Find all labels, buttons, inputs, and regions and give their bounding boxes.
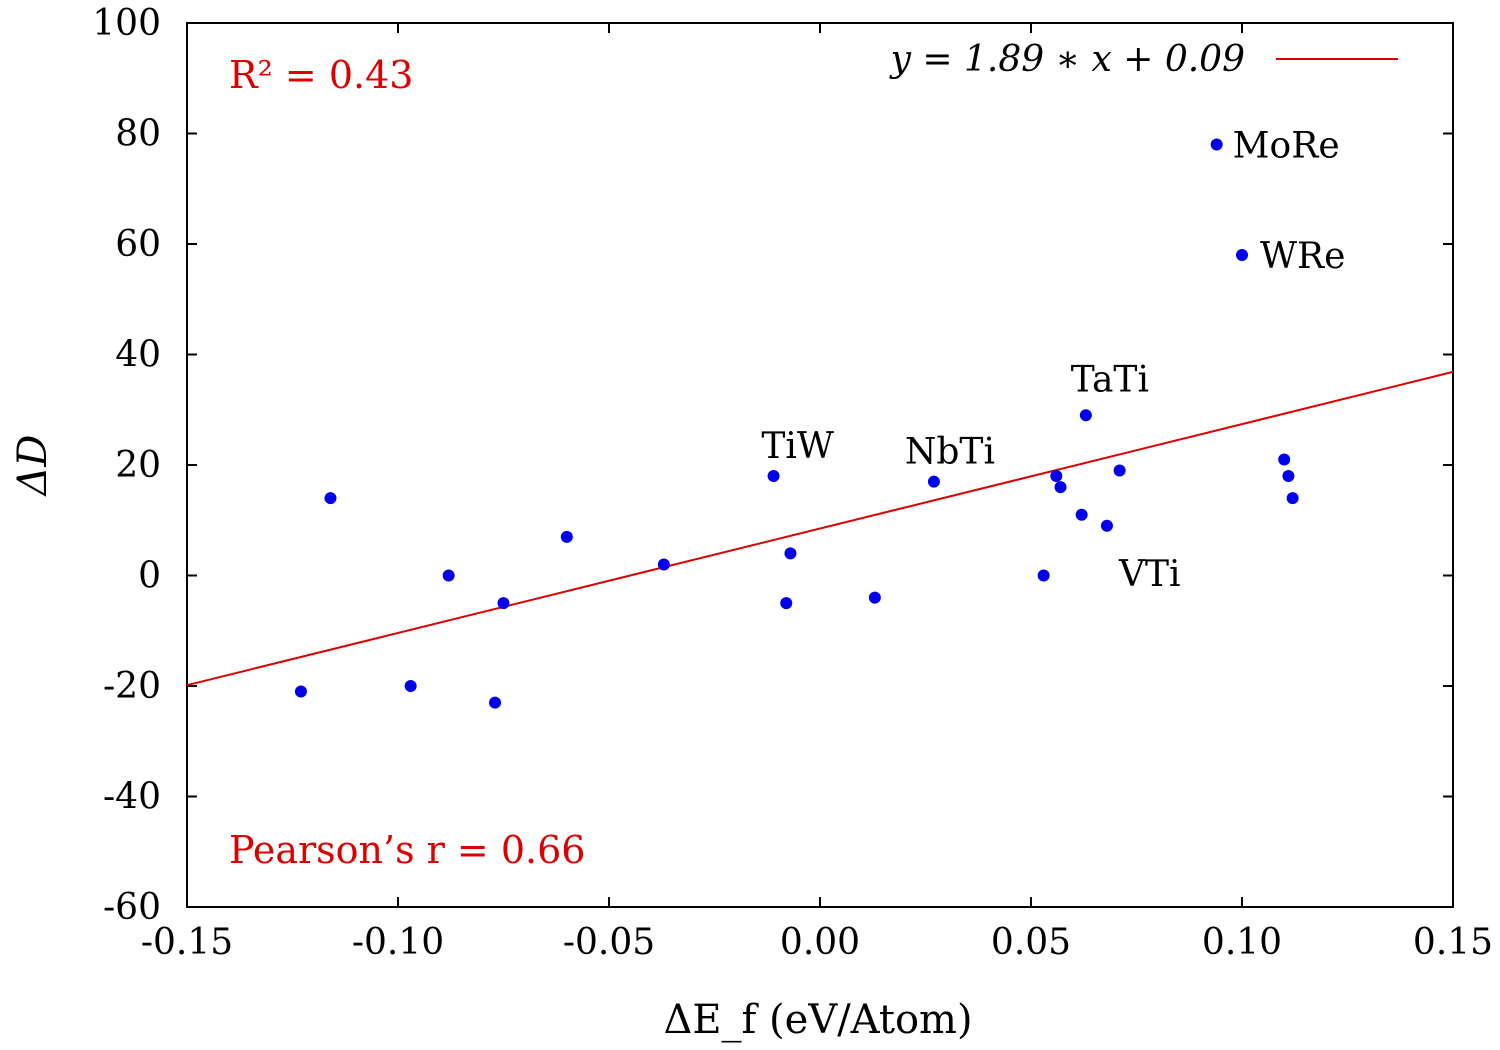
data-point	[324, 492, 337, 505]
data-point	[1079, 409, 1092, 422]
axis-ticks: -0.15 -0.10 -0.05 0.00 0.05 0.10 0.15 -60 -40 -20…	[92, 3, 1493, 963]
legend-fit-label: y = 1.89 ∗ x + 0.09	[889, 39, 1245, 80]
data-point	[1050, 470, 1063, 483]
data-point	[442, 569, 455, 582]
point-label: VTi	[1118, 554, 1181, 595]
point-label: MoRe	[1233, 126, 1340, 167]
x-tick-label: 0.15	[1413, 922, 1493, 963]
data-point	[1113, 464, 1126, 477]
data-point	[767, 470, 780, 483]
data-point	[1236, 249, 1248, 262]
data-point	[1054, 481, 1067, 494]
x-tick-label: -0.10	[352, 922, 444, 963]
y-tick-label: -40	[103, 777, 161, 818]
data-point	[1075, 508, 1088, 521]
data-point	[1037, 569, 1050, 582]
x-tick-label: 0.00	[780, 922, 860, 963]
data-point	[404, 680, 417, 692]
fit-line	[186, 370, 1454, 687]
data-point	[497, 597, 510, 610]
data-point	[1286, 492, 1299, 505]
y-tick-label: -20	[103, 666, 161, 707]
x-tick-label: -0.15	[141, 922, 233, 963]
point-label: WRe	[1260, 236, 1345, 277]
data-point	[1278, 453, 1291, 466]
data-point	[1210, 138, 1223, 151]
r-squared-annotation: R² = 0.43	[229, 53, 413, 97]
data-point	[780, 597, 793, 610]
fit-line-layer	[186, 370, 1454, 687]
point-labels: TiW NbTi TaTi VTi MoRe WRe	[761, 126, 1345, 595]
point-label: TiW	[761, 426, 834, 467]
data-point	[294, 685, 307, 698]
x-axis-title: ΔE_f (eV/Atom)	[663, 997, 972, 1043]
data-point	[1282, 470, 1295, 483]
pearson-annotation: Pearson’s r = 0.66	[229, 828, 585, 872]
y-axis-title: ΔD	[10, 435, 56, 498]
x-tick-label: -0.05	[563, 922, 655, 963]
data-point	[868, 591, 881, 604]
y-tick-label: 0	[138, 556, 161, 597]
data-point	[1100, 519, 1113, 532]
data-point	[927, 475, 940, 488]
data-point	[489, 696, 502, 709]
y-tick-label: -60	[103, 887, 161, 928]
data-point	[784, 547, 797, 560]
y-tick-label: 20	[115, 445, 161, 486]
x-tick-label: 0.05	[991, 922, 1071, 963]
data-point	[657, 558, 670, 571]
y-tick-label: 80	[115, 114, 161, 155]
point-label: NbTi	[905, 432, 995, 473]
x-tick-label: 0.10	[1202, 922, 1282, 963]
y-tick-label: 60	[115, 224, 161, 265]
y-tick-label: 40	[115, 335, 161, 376]
data-points	[294, 138, 1299, 709]
data-point	[560, 530, 573, 543]
y-tick-label: 100	[92, 3, 161, 44]
point-label: TaTi	[1071, 359, 1149, 400]
